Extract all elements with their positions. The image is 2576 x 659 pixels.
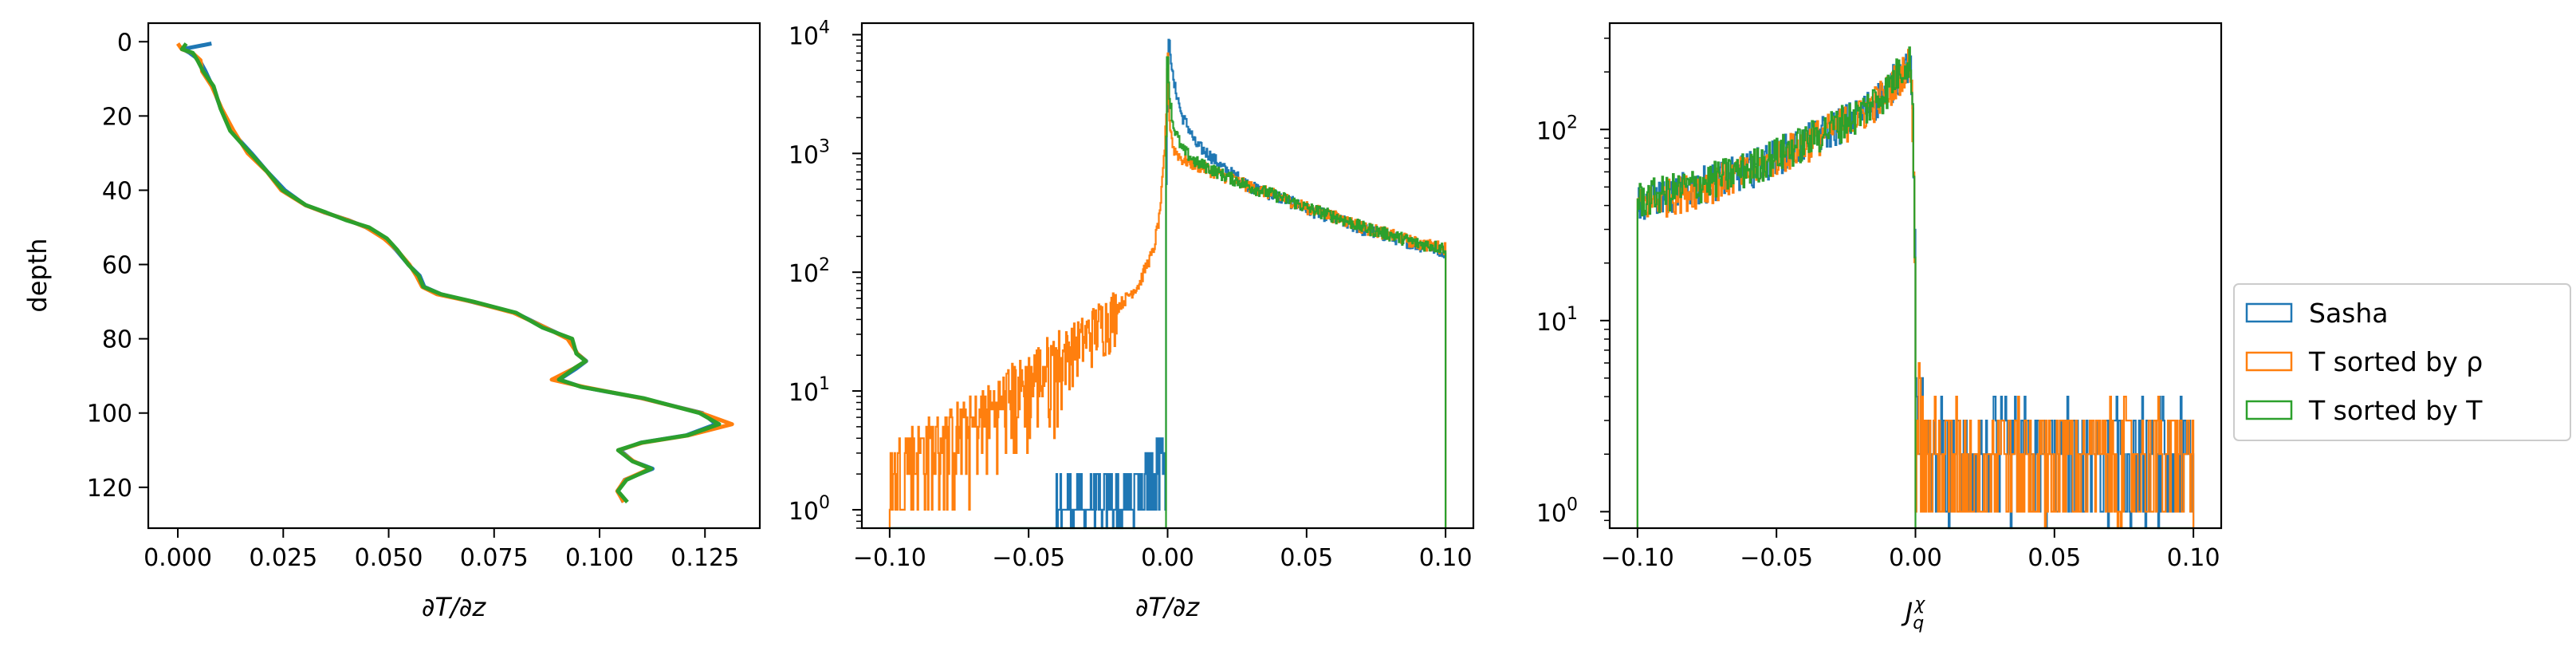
x-axis-label-dtdz: ∂T/∂z <box>1135 592 1200 622</box>
x-tick-label: 0.125 <box>671 544 739 572</box>
y-ticks-depth: 0 20 40 60 80 100 120 <box>87 29 148 503</box>
y-tick-label: 80 <box>102 326 132 354</box>
y-tick-label: 60 <box>102 252 132 280</box>
y-tick-exponent: 0 <box>819 493 830 513</box>
x-ticks-dtdz: −0.10 −0.05 0.00 0.05 0.10 <box>853 528 1473 572</box>
y-tick-label: 104 <box>789 18 830 50</box>
y-tick-exponent: 3 <box>819 136 830 156</box>
legend-frame <box>2233 283 2571 441</box>
histogram-series-1 <box>1636 49 2195 530</box>
x-ticks-depth: 0.000 0.025 0.050 0.075 0.100 0.125 <box>144 528 739 572</box>
x-tick-label: −0.05 <box>1740 544 1813 572</box>
legend-label-t-sorted-by-t: T sorted by T <box>2308 395 2483 426</box>
y-tick-exponent: 1 <box>819 374 830 394</box>
y-tick-label: 120 <box>87 475 132 503</box>
y-tick-label: 103 <box>789 136 830 169</box>
y-tick-exponent: 4 <box>819 18 830 37</box>
legend-label-t-sorted-by-rho: T sorted by ρ <box>2308 346 2483 377</box>
y-tick-label: 101 <box>1536 304 1578 337</box>
x-tick-label: 0.05 <box>1280 544 1333 572</box>
x-tick-label: 0.100 <box>565 544 634 572</box>
y-tick-exponent: 0 <box>1567 495 1578 515</box>
x-tick-label: 0.00 <box>1141 544 1194 572</box>
y-tick-exponent: 2 <box>1567 112 1578 132</box>
y-tick-label: 0 <box>117 29 132 57</box>
x-tick-label: 0.10 <box>1419 544 1473 572</box>
x-tick-label: 0.075 <box>460 544 529 572</box>
y-tick-label: 100 <box>1536 495 1578 527</box>
legend-swatch-t-sorted-by-rho <box>2245 351 2293 372</box>
x-tick-label: 0.000 <box>144 544 212 572</box>
x-tick-label: −0.05 <box>992 544 1065 572</box>
y-axis-label-depth: depth <box>22 238 53 312</box>
y-tick-exponent: 2 <box>819 255 830 275</box>
x-tick-label: 0.10 <box>2167 544 2220 572</box>
legend-swatch-t-sorted-by-t <box>2245 400 2293 420</box>
legend-entry-t-sorted-by-t: T sorted by T <box>2245 395 2483 426</box>
x-axis-label-depth: ∂T/∂z <box>422 592 486 622</box>
y-tick-label: 20 <box>102 103 132 131</box>
panel-depth-profile: 0.000 0.025 0.050 0.075 0.100 0.125 0 20 40 60 80… <box>22 22 761 622</box>
y-tick-exponent: 1 <box>1567 304 1578 324</box>
x-tick-label: −0.10 <box>1601 544 1674 572</box>
axes-frame-depth <box>147 22 761 530</box>
x-tick-label: 0.050 <box>355 544 423 572</box>
x-tick-label: 0.05 <box>2027 544 2081 572</box>
depth-profile-lines <box>175 41 734 504</box>
legend-entry-sasha: Sasha <box>2245 298 2389 329</box>
y-tick-label: 100 <box>87 401 132 428</box>
x-tick-label: −0.10 <box>853 544 926 572</box>
series-line-2 <box>179 42 722 504</box>
y-tick-label: 40 <box>102 177 132 205</box>
x-ticks-jq: −0.10 −0.05 0.00 0.05 0.10 <box>1601 528 2220 572</box>
legend-label-sasha: Sasha <box>2309 298 2389 329</box>
legend-swatch-sasha <box>2245 302 2293 323</box>
legend-entry-t-sorted-by-rho: T sorted by ρ <box>2245 346 2483 377</box>
x-tick-label: 0.00 <box>1889 544 1942 572</box>
legend: Sasha T sorted by ρ T sorted by T <box>2233 283 2571 441</box>
x-tick-label: 0.025 <box>249 544 317 572</box>
